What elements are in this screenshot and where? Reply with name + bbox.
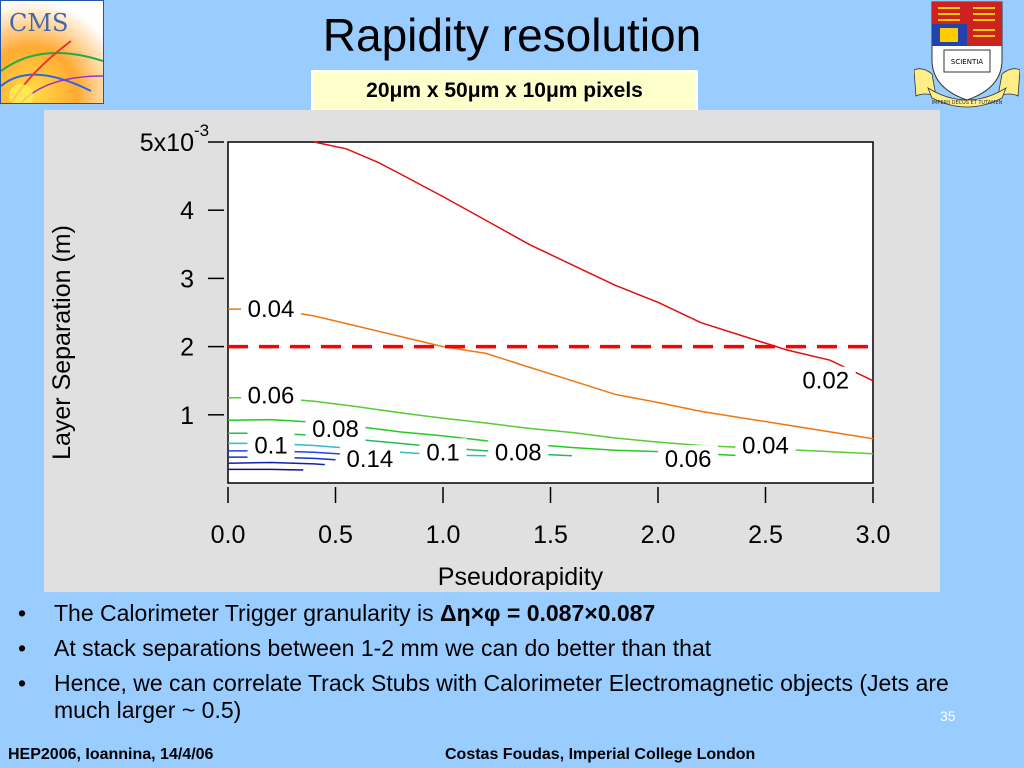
contour-label: 0.14 — [347, 446, 394, 473]
x-tick-label: 2.0 — [641, 521, 676, 549]
contour-label-bg — [241, 381, 301, 410]
bullet-emphasis: Δη×φ = 0.087×0.087 — [440, 600, 656, 626]
contour-label-bg — [795, 366, 856, 395]
bullet-item: • The Calorimeter Trigger granularity is… — [18, 600, 978, 627]
svg-text:SCIENTIA: SCIENTIA — [951, 58, 983, 66]
subtitle-text: 20μm x 50μm x 10μm pixels — [366, 79, 643, 102]
contour-label: 0.02 — [802, 368, 849, 395]
contour-label: 0.08 — [495, 439, 542, 466]
bullet-dot: • — [18, 670, 27, 696]
bullet-list: • The Calorimeter Trigger granularity is… — [18, 600, 978, 732]
contour-label: 0.06 — [665, 446, 712, 473]
contour-line-0-18 — [227, 461, 325, 466]
subtitle-box: 20μm x 50μm x 10μm pixels — [311, 70, 698, 112]
contour-label: 0.06 — [248, 383, 295, 410]
footer-right: Costas Foudas, Imperial College London — [445, 746, 756, 763]
slide-title: Rapidity resolution — [322, 9, 702, 61]
contour-label: 0.1 — [254, 432, 287, 459]
y-tick-label: 2 — [180, 334, 194, 362]
y-tick-label: 5x10 — [140, 129, 194, 157]
footer-left: HEP2006, Ioannina, 14/4/06 — [8, 746, 214, 763]
imperial-crest-logo: SCIENTIA IMPERII DECUS ET TUTAMEN — [913, 0, 1021, 108]
contour-label-bg — [419, 438, 467, 467]
contour-label-bg — [658, 445, 719, 474]
y-tick-label: 1 — [180, 402, 194, 430]
cms-logo: CMS — [0, 0, 104, 108]
contour-label-bg — [735, 431, 796, 460]
bullet-item: • Hence, we can correlate Track Stubs wi… — [18, 670, 978, 724]
svg-text:CMS: CMS — [9, 9, 68, 37]
x-tick-label: 0.5 — [318, 521, 353, 549]
x-tick-label: 2.5 — [748, 521, 783, 549]
slide-number: 35 — [940, 708, 956, 724]
y-tick-label: 3 — [180, 265, 194, 293]
x-tick-label: 3.0 — [856, 521, 891, 549]
y-axis-label: Layer Separation (m) — [48, 225, 76, 460]
y-tick-label: 4 — [180, 197, 194, 225]
contour-label: 0.04 — [742, 432, 789, 459]
contour-line-0-2 — [228, 468, 304, 471]
x-axis-label: Pseudorapidity — [438, 563, 604, 591]
contour-label-bg — [339, 445, 400, 474]
contour-label: 0.1 — [426, 439, 459, 466]
contour-label: 0.04 — [248, 296, 295, 323]
contour-chart: 0.040.060.080.10.14 0.1 0.08 0.060.040.020.… — [48, 121, 891, 591]
bullet-text: Hence, we can correlate Track Stubs with… — [54, 670, 949, 723]
contour-label-bg — [247, 431, 295, 460]
contour-label-bg — [241, 295, 301, 324]
x-tick-label: 0.0 — [211, 521, 246, 549]
contour-label: 0.08 — [312, 416, 359, 443]
x-tick-label: 1.0 — [426, 521, 461, 549]
y-tick-exponent: -3 — [194, 121, 209, 140]
bullet-dot: • — [18, 635, 27, 661]
bullet-text: At stack separations between 1-2 mm we c… — [54, 635, 712, 661]
bullet-dot: • — [18, 600, 27, 626]
chart-panel: 0.04 0.06 0.08 0.1 0.14 0.1 0.08 0.06 0.04 0.02 0.… — [44, 110, 940, 592]
bullet-item: • At stack separations between 1-2 mm we… — [18, 635, 978, 662]
contour-line-0-04 — [228, 308, 874, 440]
x-tick-label: 1.5 — [533, 521, 568, 549]
bullet-text: The Calorimeter Trigger granularity is — [54, 600, 441, 626]
svg-text:IMPERII DECUS ET TUTAMEN: IMPERII DECUS ET TUTAMEN — [932, 100, 1003, 106]
contour-label-bg — [488, 438, 549, 467]
contour-label-bg — [305, 415, 366, 444]
